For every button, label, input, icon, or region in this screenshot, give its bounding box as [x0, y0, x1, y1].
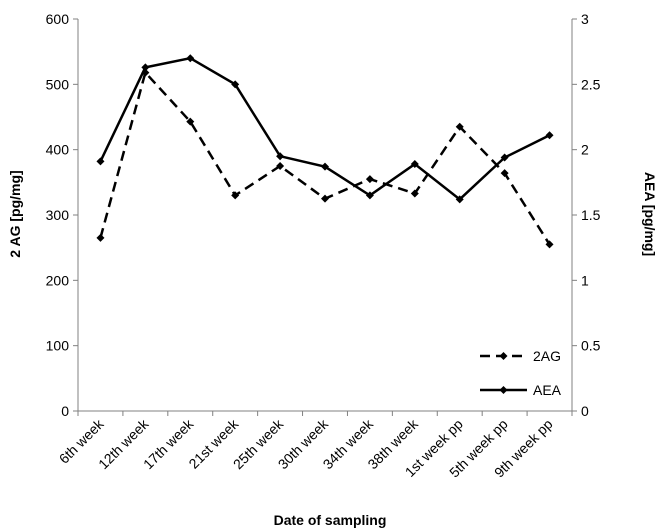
y-left-tick-label: 300 — [46, 207, 70, 223]
y-right-tick-label: 1.5 — [581, 207, 601, 223]
data-point-aea — [410, 160, 419, 169]
legend-marker-2ag — [499, 352, 508, 360]
data-point-2ag — [500, 169, 509, 178]
series-line-2ag — [99, 70, 551, 246]
y-left-tick-label: 100 — [46, 338, 70, 354]
y-left-tick-label: 200 — [46, 272, 70, 288]
data-point-2ag — [410, 189, 419, 198]
data-point-2ag — [231, 191, 240, 200]
data-point-2ag — [96, 233, 105, 242]
data-point-aea — [321, 162, 329, 171]
y-right-tick-label: 2 — [581, 142, 589, 158]
data-point-2ag — [321, 194, 329, 203]
data-point-aea — [365, 191, 374, 200]
series-2ag — [96, 68, 554, 249]
y-left-tick-label: 600 — [46, 11, 70, 27]
y-right-tick-label: 3 — [581, 11, 589, 27]
y-axis-right-title: AEA [pg/mg] — [642, 172, 658, 256]
data-point-2ag — [545, 240, 554, 249]
series-aea — [96, 54, 554, 204]
y-right-tick-label: 1 — [581, 272, 589, 288]
series-layer — [96, 54, 554, 249]
data-point-aea — [186, 54, 195, 63]
legend: 2AG AEA — [480, 348, 562, 398]
series-line-aea — [99, 56, 551, 201]
y-left-tick-label: 500 — [46, 76, 70, 92]
y-right-tick-label: 0.5 — [581, 338, 601, 354]
data-point-aea — [276, 152, 285, 161]
legend-marker-aea — [499, 386, 508, 394]
data-point-aea — [96, 157, 105, 166]
data-point-2ag — [276, 162, 285, 170]
data-point-aea — [231, 80, 240, 89]
data-point-2ag — [455, 122, 464, 131]
y-axis-left-title: 2 AG [pg/mg] — [7, 170, 23, 257]
legend-label-2ag: 2AG — [533, 348, 561, 364]
y-left-tick-label: 0 — [61, 403, 69, 419]
x-axis-title: Date of sampling — [274, 512, 387, 528]
legend-label-aea: AEA — [533, 382, 562, 398]
y-right-tick-label: 2.5 — [581, 76, 601, 92]
data-point-2ag — [186, 117, 195, 126]
data-point-2ag — [365, 175, 374, 184]
y-right-tick-label: 0 — [581, 403, 589, 419]
data-point-aea — [141, 63, 150, 72]
data-point-aea — [500, 153, 509, 162]
y-left-tick-label: 400 — [46, 142, 70, 158]
data-point-aea — [545, 131, 554, 140]
data-point-aea — [455, 195, 464, 204]
